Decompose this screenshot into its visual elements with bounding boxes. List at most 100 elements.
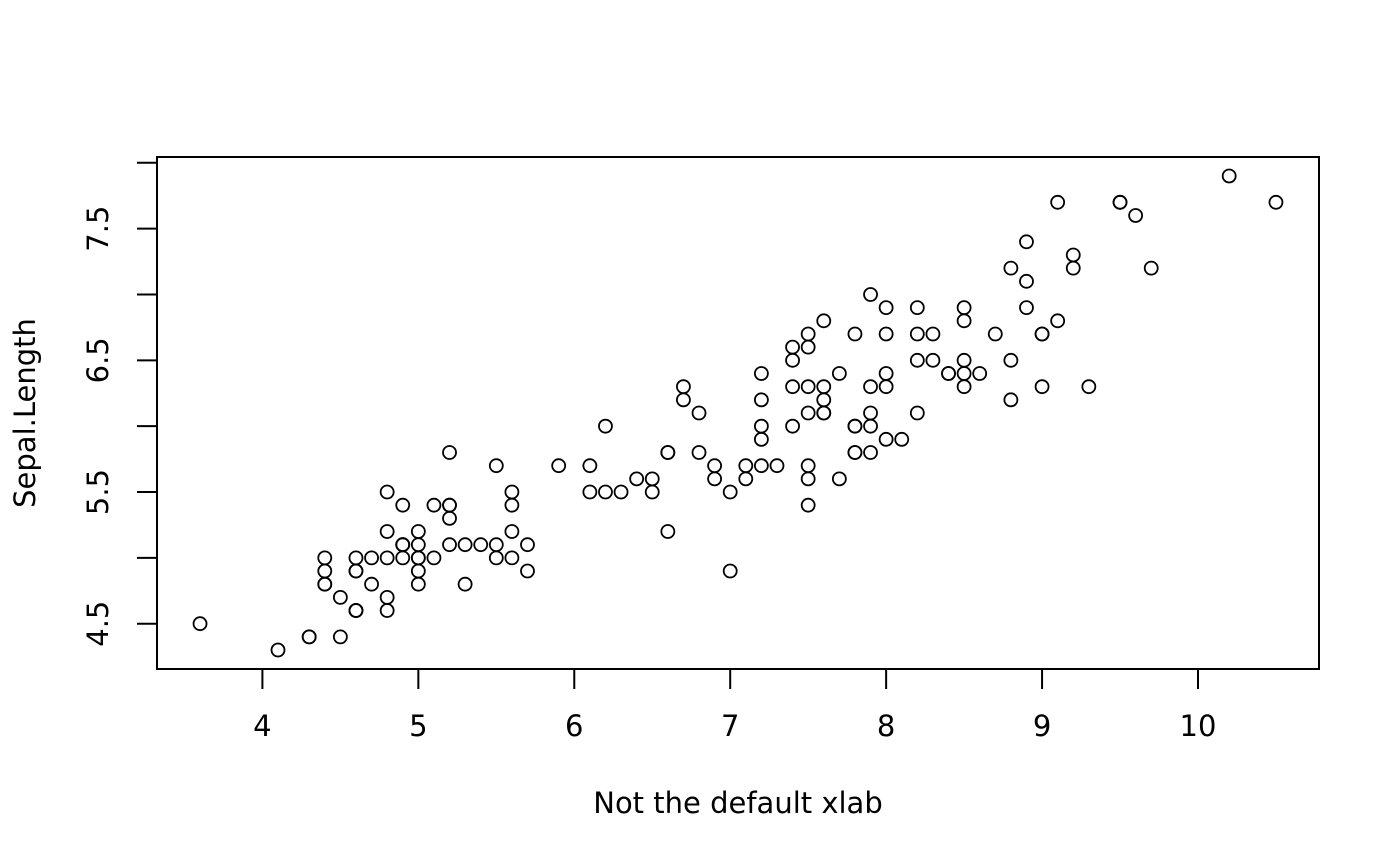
point: [676, 392, 691, 408]
x-tick-label: 8: [877, 709, 895, 743]
point: [301, 629, 317, 645]
point: [1003, 392, 1019, 408]
point: [379, 603, 395, 618]
point: [800, 471, 816, 487]
point: [785, 418, 800, 434]
point: [878, 326, 894, 342]
point: [379, 589, 395, 605]
point: [785, 339, 800, 355]
point: [909, 300, 925, 316]
point: [722, 484, 738, 500]
point: [1019, 300, 1034, 316]
point: [753, 418, 769, 434]
point: [707, 458, 723, 474]
point: [863, 379, 878, 395]
point: [816, 392, 832, 408]
point: [769, 458, 785, 474]
point: [1003, 352, 1019, 368]
point: [1003, 260, 1019, 276]
point: [956, 300, 972, 316]
point: [1065, 260, 1081, 276]
point: [629, 471, 645, 487]
y-tick-label: 7.5: [81, 206, 115, 252]
point: [332, 629, 348, 645]
point: [816, 313, 832, 329]
point: [816, 405, 832, 421]
point: [831, 471, 847, 487]
point: [582, 458, 598, 474]
y-tick-label: 6.5: [81, 337, 115, 383]
point: [863, 418, 878, 434]
x-tick-label: 4: [253, 709, 271, 743]
point: [317, 576, 333, 592]
point: [956, 313, 972, 329]
point: [800, 379, 816, 395]
point: [410, 576, 426, 592]
plot-frame: [156, 156, 1320, 670]
point: [395, 550, 411, 566]
point: [738, 458, 754, 474]
point: [847, 326, 863, 342]
point: [1050, 194, 1066, 210]
point: [909, 352, 925, 368]
point: [410, 524, 426, 539]
point: [660, 524, 676, 539]
point: [878, 379, 894, 395]
point: [1019, 273, 1034, 289]
point: [753, 392, 769, 408]
point: [1143, 260, 1159, 276]
point: [956, 352, 972, 368]
point: [707, 471, 723, 487]
point: [442, 537, 457, 553]
point: [1128, 208, 1144, 223]
point: [192, 616, 208, 632]
x-tick-label: 10: [1180, 709, 1217, 743]
point: [442, 510, 457, 526]
point: [909, 326, 925, 342]
point: [816, 379, 832, 395]
point: [473, 537, 489, 553]
x-tick-label: 5: [409, 709, 427, 743]
point: [410, 550, 426, 566]
point: [410, 563, 426, 579]
point: [364, 550, 379, 566]
point: [582, 484, 598, 500]
point: [660, 445, 676, 460]
point: [442, 497, 457, 513]
point: [722, 563, 738, 579]
point: [379, 550, 395, 566]
point: [1065, 247, 1081, 263]
x-axis-label: Not the default xlab: [593, 786, 883, 820]
point: [488, 550, 504, 566]
point: [598, 418, 613, 434]
point: [925, 326, 941, 342]
point: [504, 484, 520, 500]
point: [1034, 379, 1050, 395]
point: [1112, 194, 1128, 210]
point: [987, 326, 1003, 342]
point: [972, 366, 988, 381]
point: [753, 366, 769, 381]
point: [426, 550, 442, 566]
point: [691, 445, 707, 460]
point: [863, 445, 878, 460]
point: [488, 537, 504, 553]
point: [909, 405, 925, 421]
point: [831, 366, 847, 381]
point: [878, 300, 894, 316]
point: [925, 352, 941, 368]
point: [800, 326, 816, 342]
point: [800, 497, 816, 513]
point: [1034, 326, 1050, 342]
point: [613, 484, 629, 500]
y-axis-label: Sepal.Length: [8, 318, 42, 508]
point: [1221, 168, 1237, 184]
point: [863, 287, 878, 302]
point: [956, 366, 972, 381]
point: [488, 458, 504, 474]
point: [348, 603, 364, 618]
y-tick-label: 5.5: [81, 469, 115, 515]
point: [426, 497, 442, 513]
point: [1050, 313, 1066, 329]
point: [644, 471, 660, 487]
